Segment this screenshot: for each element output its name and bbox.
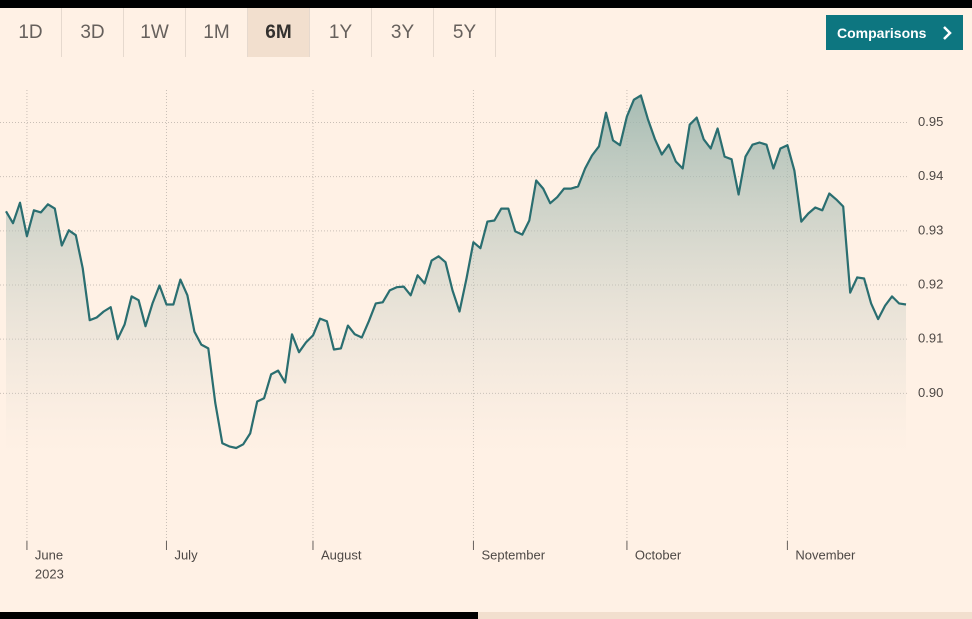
range-tabs: 1D 3D 1W 1M 6M 1Y 3Y 5Y (0, 8, 496, 57)
x-tick-label: June (35, 547, 63, 562)
range-tab[interactable]: 1W (124, 8, 186, 57)
y-tick-label: 0.91 (918, 331, 943, 346)
x-tick-label: October (635, 547, 682, 562)
x-tick-label: November (795, 547, 856, 562)
top-bar (0, 0, 972, 8)
range-tab[interactable]: 6M (248, 8, 310, 57)
y-tick-label: 0.90 (918, 385, 943, 400)
scroll-bar (0, 612, 478, 619)
line (5, 94, 907, 450)
range-tab[interactable]: 1Y (310, 8, 372, 57)
x-tick-label: August (321, 547, 362, 562)
range-tab[interactable]: 3D (62, 8, 124, 57)
range-tab[interactable]: 1D (0, 8, 62, 57)
range-tab[interactable]: 5Y (434, 8, 496, 57)
chevron-icon (943, 26, 952, 40)
y-tick-label: 0.94 (918, 168, 943, 183)
range-tab[interactable]: 3Y (372, 8, 434, 57)
year-label: 2023 (35, 566, 64, 581)
comparisons-button[interactable]: Comparisons (826, 15, 963, 50)
range-tab[interactable]: 1M (186, 8, 248, 57)
x-tick-label: September (481, 547, 545, 562)
scroll-track (478, 612, 972, 619)
comparisons-label: Comparisons (837, 24, 927, 41)
y-tick-label: 0.93 (918, 222, 943, 237)
area (6, 95, 906, 454)
y-tick-label: 0.95 (918, 114, 943, 129)
y-tick-label: 0.92 (918, 276, 943, 291)
x-tick-label: July (174, 547, 198, 562)
